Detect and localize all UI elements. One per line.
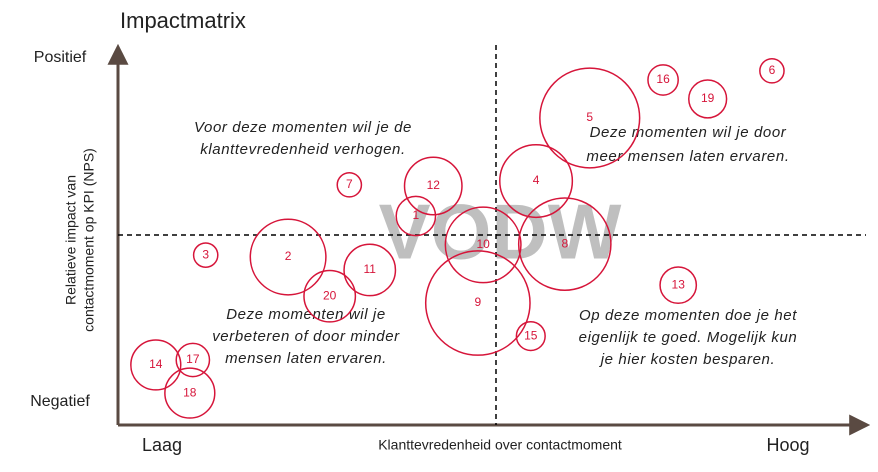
bubble: [130, 339, 182, 391]
bubble-label: 14: [149, 357, 163, 371]
annotation: Deze momenten wil je: [226, 306, 386, 323]
bubble-label: 19: [701, 91, 715, 105]
bubble-label: 9: [475, 295, 482, 309]
bubble-label: 11: [364, 262, 377, 276]
bubble: [647, 64, 679, 96]
y-axis-title: Relatieve impact van: [63, 175, 79, 305]
bubble: [499, 144, 574, 219]
bubble: [424, 250, 531, 356]
bubble-label: 20: [323, 288, 337, 302]
annotation: je hier kosten besparen.: [599, 351, 776, 368]
watermark: VODW: [379, 188, 622, 276]
chart-title: Impactmatrix: [120, 8, 246, 33]
bubble-label: 12: [427, 178, 441, 192]
bubble-label: 6: [769, 63, 776, 77]
bubble: [403, 156, 463, 216]
bubble-label: 3: [202, 247, 209, 261]
bubble-label: 15: [524, 328, 538, 342]
annotation: mensen laten ervaren.: [225, 350, 387, 367]
bubble: [539, 67, 641, 169]
bubble-label: 13: [672, 277, 686, 291]
bubble-label: 5: [586, 110, 593, 124]
bubble-label: 10: [476, 237, 490, 251]
bubble: [192, 242, 219, 268]
annotation: eigenlijk te goed. Mogelijk kun: [579, 329, 798, 346]
bubble-label: 8: [561, 236, 568, 250]
y-axis-title: contactmoment op KPI (NPS): [81, 148, 97, 332]
bubble: [517, 197, 612, 291]
annotation: Deze momenten wil je door: [590, 124, 787, 141]
bubble: [688, 79, 728, 119]
bubble: [303, 269, 357, 323]
bubble: [343, 243, 397, 297]
annotation: Op deze momenten doe je het: [579, 307, 797, 324]
annotation: verbeteren of door minder: [212, 328, 400, 345]
bubble: [444, 206, 522, 284]
bubble-label: 2: [285, 249, 292, 263]
bubble: [515, 320, 546, 352]
bubble: [249, 218, 327, 296]
annotation: Voor deze momenten wil je de: [194, 119, 412, 136]
bubble: [164, 367, 216, 419]
bubble: [759, 57, 785, 84]
bubble-label: 16: [656, 72, 670, 86]
bubble-label: 1: [413, 208, 420, 222]
bubble-label: 18: [183, 385, 197, 399]
x-axis-title: Klanttevredenheid over contactmoment: [378, 437, 622, 453]
bubble: [659, 266, 698, 305]
bubble-label: 17: [186, 352, 200, 366]
bubble-label: 7: [346, 177, 353, 191]
bubble: [336, 171, 363, 198]
x-low-label: Laag: [142, 435, 182, 455]
y-low-label: Negatief: [30, 393, 90, 410]
y-high-label: Positief: [34, 49, 87, 66]
bubble: [395, 195, 437, 237]
annotation: klanttevredenheid verhogen.: [200, 141, 406, 158]
bubble-label: 4: [533, 173, 540, 187]
x-high-label: Hoog: [766, 435, 809, 455]
annotation: meer mensen laten ervaren.: [586, 148, 789, 165]
bubble: [175, 342, 211, 378]
